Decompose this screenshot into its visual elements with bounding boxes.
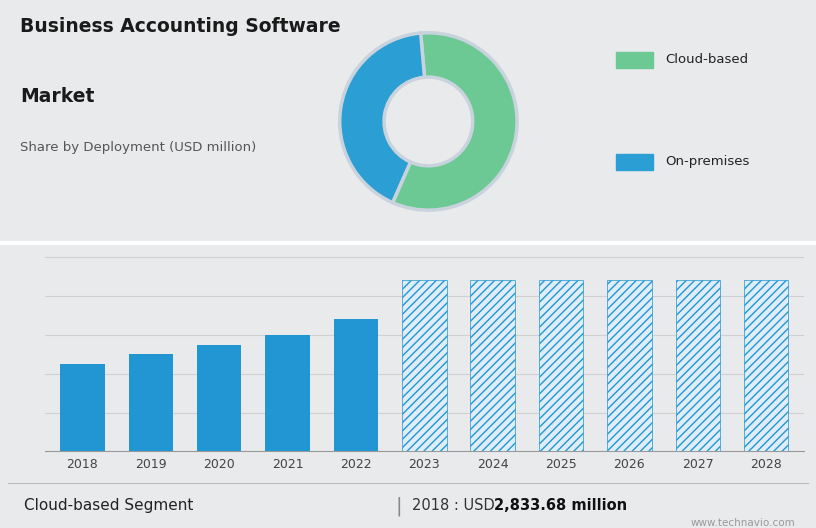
Text: 2,833.68 million: 2,833.68 million xyxy=(494,498,627,513)
Text: Share by Deployment (USD million): Share by Deployment (USD million) xyxy=(20,141,257,154)
Text: Cloud-based: Cloud-based xyxy=(665,53,748,67)
Bar xyxy=(402,280,446,451)
Bar xyxy=(616,154,653,170)
Bar xyxy=(129,354,173,451)
Bar xyxy=(197,345,242,451)
Bar xyxy=(744,280,788,451)
Bar xyxy=(471,280,515,451)
Text: www.technavio.com: www.technavio.com xyxy=(691,518,796,527)
Bar xyxy=(334,319,378,451)
Bar xyxy=(676,280,720,451)
Wedge shape xyxy=(339,33,424,203)
Text: |: | xyxy=(396,496,402,515)
Wedge shape xyxy=(392,33,517,210)
Bar xyxy=(539,280,583,451)
Text: Business Accounting Software: Business Accounting Software xyxy=(20,17,341,36)
Bar xyxy=(60,364,104,451)
Text: Market: Market xyxy=(20,88,95,107)
Text: 2018 : USD: 2018 : USD xyxy=(412,498,499,513)
Bar xyxy=(607,280,652,451)
Text: On-premises: On-premises xyxy=(665,155,749,168)
Bar xyxy=(265,335,310,451)
Text: Cloud-based Segment: Cloud-based Segment xyxy=(24,498,194,513)
Bar xyxy=(616,52,653,68)
